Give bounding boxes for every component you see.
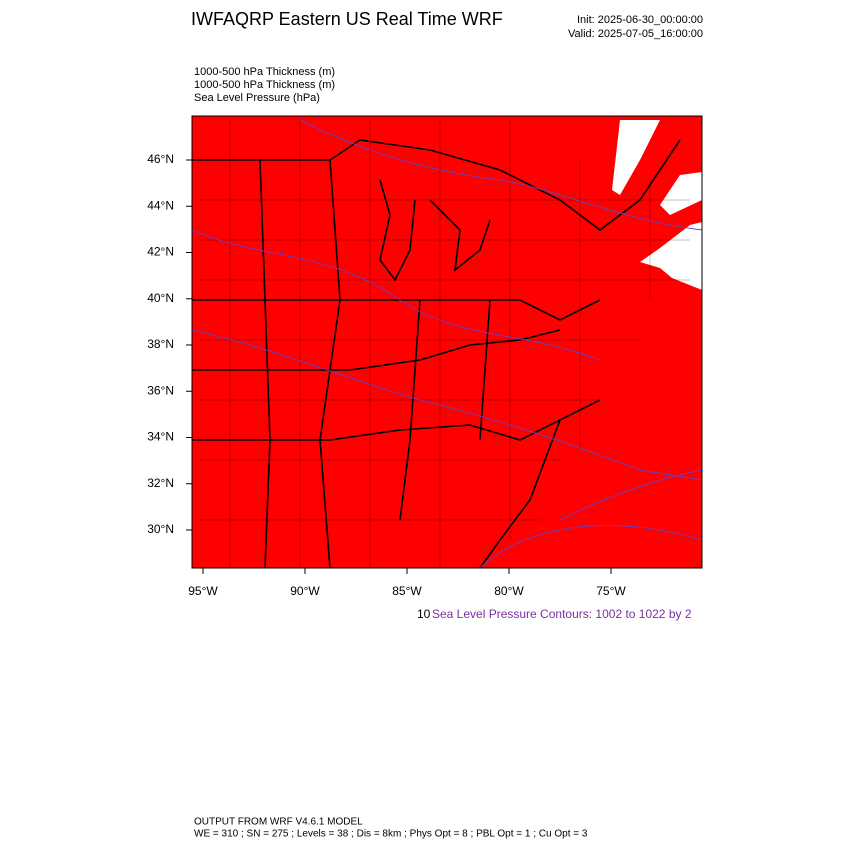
map-frame bbox=[191, 115, 703, 569]
lon-label: 80°W bbox=[494, 584, 524, 598]
lat-label: 32°N bbox=[147, 476, 174, 490]
lat-label: 34°N bbox=[147, 430, 174, 444]
lat-label: 42°N bbox=[147, 245, 174, 259]
lon-label: 95°W bbox=[188, 584, 218, 598]
county-lines bbox=[200, 120, 690, 568]
contour-caption: Sea Level Pressure Contours: 1002 to 102… bbox=[432, 607, 692, 621]
water bbox=[612, 120, 660, 195]
lat-label: 46°N bbox=[147, 152, 174, 166]
lat-label: 44°N bbox=[147, 198, 174, 212]
lat-axis: 46°N 44°N 42°N 40°N 38°N 36°N 34°N 32°N 30°N bbox=[147, 152, 192, 536]
footer-line: WE = 310 ; SN = 275 ; Levels = 38 ; Dis … bbox=[194, 829, 588, 840]
lat-label: 40°N bbox=[147, 291, 174, 305]
field-label: 1000-500 hPa Thickness (m) bbox=[194, 66, 335, 78]
lat-label: 38°N bbox=[147, 337, 174, 351]
field-label: 1000-500 hPa Thickness (m) bbox=[194, 79, 335, 91]
title: IWFAQRP Eastern US Real Time WRF bbox=[191, 9, 503, 29]
caption-overlap: 10 bbox=[417, 607, 431, 621]
lon-label: 85°W bbox=[392, 584, 422, 598]
footer-line: OUTPUT FROM WRF V4.6.1 MODEL bbox=[194, 817, 363, 828]
lat-label: 30°N bbox=[147, 522, 174, 536]
field-label: Sea Level Pressure (hPa) bbox=[194, 92, 320, 104]
lon-label: 90°W bbox=[290, 584, 320, 598]
water bbox=[660, 172, 702, 215]
lon-label: 75°W bbox=[596, 584, 626, 598]
init-time: Init: 2025-06-30_00:00:00 bbox=[577, 14, 703, 26]
map bbox=[191, 115, 703, 569]
ocean bbox=[640, 222, 702, 290]
contours bbox=[192, 119, 702, 568]
valid-time: Valid: 2025-07-05_16:00:00 bbox=[568, 28, 703, 40]
lat-label: 36°N bbox=[147, 383, 174, 397]
lon-axis: 95°W 90°W 85°W 80°W 75°W bbox=[188, 568, 626, 598]
